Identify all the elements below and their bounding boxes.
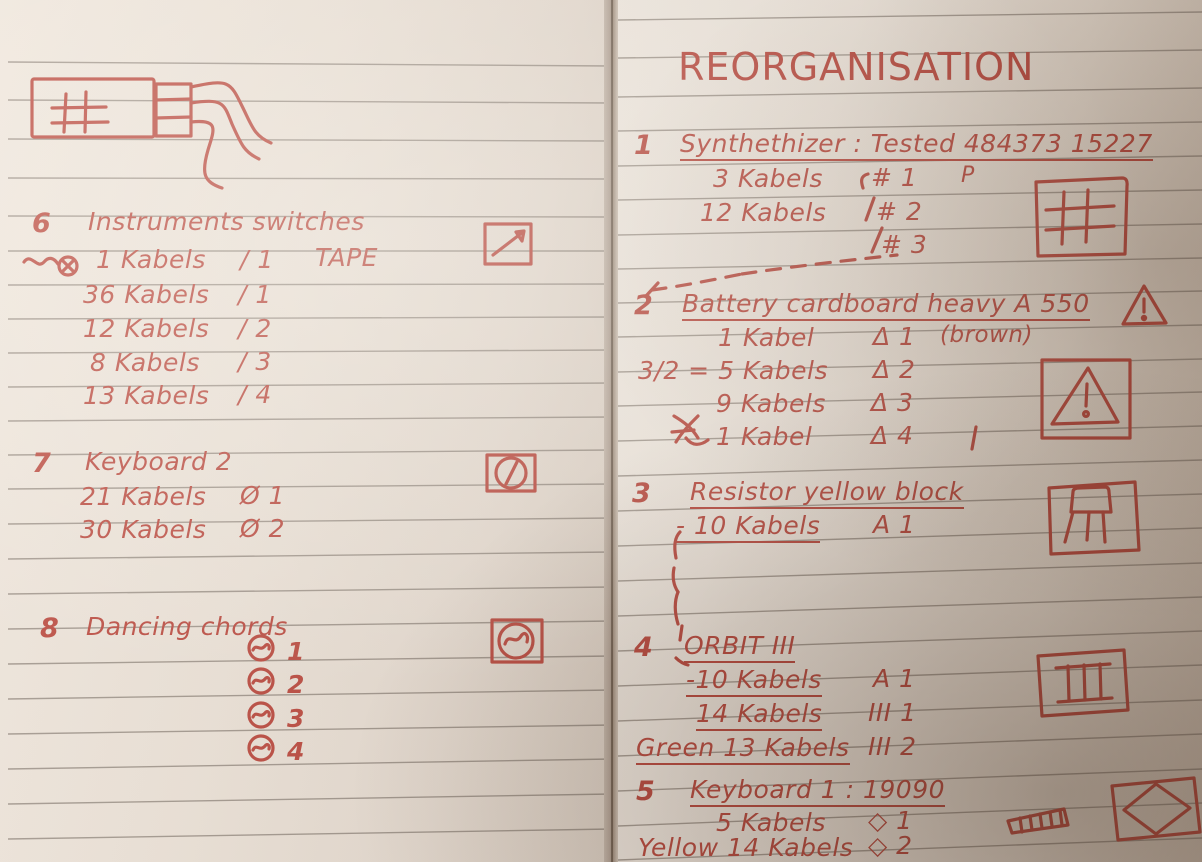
left-entry-6-row-1-marker: / 1 xyxy=(240,245,274,274)
right-entry-2-row-1-note: (brown) xyxy=(940,322,1033,348)
right-entry-3-row-1-qty: - 10 Kabels xyxy=(676,511,821,543)
left-entry-7-number: 7 xyxy=(32,448,52,479)
right-entry-2-row-2-qty: 3/2 = 5 Kabels xyxy=(638,356,828,385)
right-entry-1-heading: Synthethizer : Tested 484373 15227 xyxy=(680,129,1153,161)
page-title: REORGANISATION xyxy=(678,45,1035,89)
right-entry-2-number: 2 xyxy=(634,290,654,321)
left-entry-6-row-2-marker: / 1 xyxy=(238,280,272,309)
left-entry-8-row-4-index: 4 xyxy=(287,737,305,766)
left-page: 6 Instruments switches 1 Kabels / 1 TAPE… xyxy=(0,0,612,862)
right-entry-2-row-1-qty: 1 Kabel xyxy=(718,323,815,352)
left-entry-8-row-2-index: 2 xyxy=(287,670,305,699)
right-entry-5-number: 5 xyxy=(636,776,656,807)
left-entry-6-row-5-qty: 13 Kabels xyxy=(83,381,210,410)
left-entry-6-number: 6 xyxy=(32,208,52,239)
right-entry-4-row-1-qty: -10 Kabels xyxy=(686,665,822,697)
right-entry-4-number: 4 xyxy=(634,632,654,663)
left-page-ruled-lines xyxy=(7,61,612,840)
right-entry-4-row-3-qty: Green 13 Kabels xyxy=(636,733,850,765)
left-entry-6-row-1-note: TAPE xyxy=(315,243,378,272)
right-entry-1-row-2-qty: 12 Kabels xyxy=(700,198,827,227)
left-entry-6-row-1-qty: 1 Kabels xyxy=(96,245,206,274)
left-entry-7-heading: Keyboard 2 xyxy=(85,447,233,476)
right-entry-3-heading: Resistor yellow block xyxy=(690,477,964,509)
right-entry-2-row-1-marker: Δ 1 xyxy=(873,322,916,351)
left-entry-8-number: 8 xyxy=(40,613,60,644)
right-entry-4-row-3-marker: III 2 xyxy=(868,732,917,761)
right-entry-2-row-4-qty: 1 Kabel xyxy=(716,422,813,451)
right-entry-1-row-1-qty: 3 Kabels xyxy=(713,164,823,193)
right-entry-4-heading: ORBIT III xyxy=(684,631,796,663)
left-entry-6-row-5-marker: / 4 xyxy=(238,380,272,409)
right-entry-5-row-2-qty: Yellow 14 Kabels xyxy=(638,833,854,862)
left-entry-8-row-1-index: 1 xyxy=(287,637,305,666)
right-entry-4-row-2-qty: 14 Kabels xyxy=(696,699,823,731)
left-entry-6-row-4-marker: / 3 xyxy=(238,347,272,376)
right-entry-1-row-1-note: P xyxy=(961,163,975,188)
notebook-spine xyxy=(604,0,620,862)
left-entry-7-row-2-marker: Ø 2 xyxy=(240,514,286,543)
right-entry-2-row-2-marker: Δ 2 xyxy=(873,355,916,384)
left-entry-8-heading: Dancing chords xyxy=(86,612,288,641)
right-entry-5-heading: Keyboard 1 : 19090 xyxy=(690,775,946,807)
left-entry-7-row-1-qty: 21 Kabels xyxy=(80,482,207,511)
right-entry-2-heading: Battery cardboard heavy A 550 xyxy=(682,289,1090,321)
right-page-ruled-lines xyxy=(618,0,1202,862)
right-entry-3-row-1-marker: A 1 xyxy=(873,510,916,539)
right-entry-5-row-1-qty: 5 Kabels xyxy=(716,808,826,837)
right-entry-5-row-1-marker: ◇ 1 xyxy=(868,806,913,835)
right-entry-1-row-1-marker: # 1 xyxy=(871,163,918,192)
left-entry-6-row-3-qty: 12 Kabels xyxy=(83,314,210,343)
left-entry-6-row-2-qty: 36 Kabels xyxy=(83,280,210,309)
left-entry-7-row-1-marker: Ø 1 xyxy=(240,481,286,510)
right-entry-4-row-2-marker: III 1 xyxy=(868,698,917,727)
right-entry-3-number: 3 xyxy=(632,478,652,509)
right-entry-4-row-1-marker: A 1 xyxy=(873,664,916,693)
right-entry-5-row-2-marker: ◇ 2 xyxy=(868,831,913,860)
right-page: REORGANISATION 1 Synthethizer : Tested 4… xyxy=(618,0,1202,862)
right-entry-1-number: 1 xyxy=(634,130,654,161)
right-entry-1-row-3-marker: # 3 xyxy=(881,230,928,259)
right-entry-2-row-3-marker: Δ 3 xyxy=(871,388,914,417)
right-entry-1-row-2-marker: # 2 xyxy=(876,197,923,226)
left-entry-8-row-3-index: 3 xyxy=(287,704,305,733)
left-entry-6-row-4-qty: 8 Kabels xyxy=(90,348,200,377)
left-entry-6-heading: Instruments switches xyxy=(88,207,365,236)
left-entry-6-row-3-marker: / 2 xyxy=(238,314,272,343)
right-entry-2-row-4-marker: Δ 4 xyxy=(871,421,914,450)
right-entry-2-row-3-qty: 9 Kabels xyxy=(716,389,826,418)
left-entry-7-row-2-qty: 30 Kabels xyxy=(80,515,207,544)
